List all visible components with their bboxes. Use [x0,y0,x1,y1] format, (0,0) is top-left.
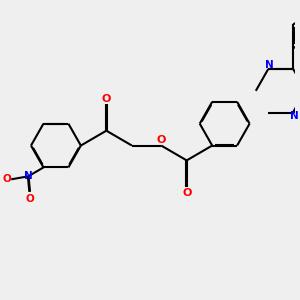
Text: O: O [25,194,34,204]
Text: N: N [24,171,33,181]
Text: O: O [182,188,191,197]
Text: O: O [157,135,166,145]
Text: N: N [290,111,298,121]
Text: O: O [2,174,11,184]
Text: O: O [102,94,111,103]
Text: N: N [265,60,274,70]
